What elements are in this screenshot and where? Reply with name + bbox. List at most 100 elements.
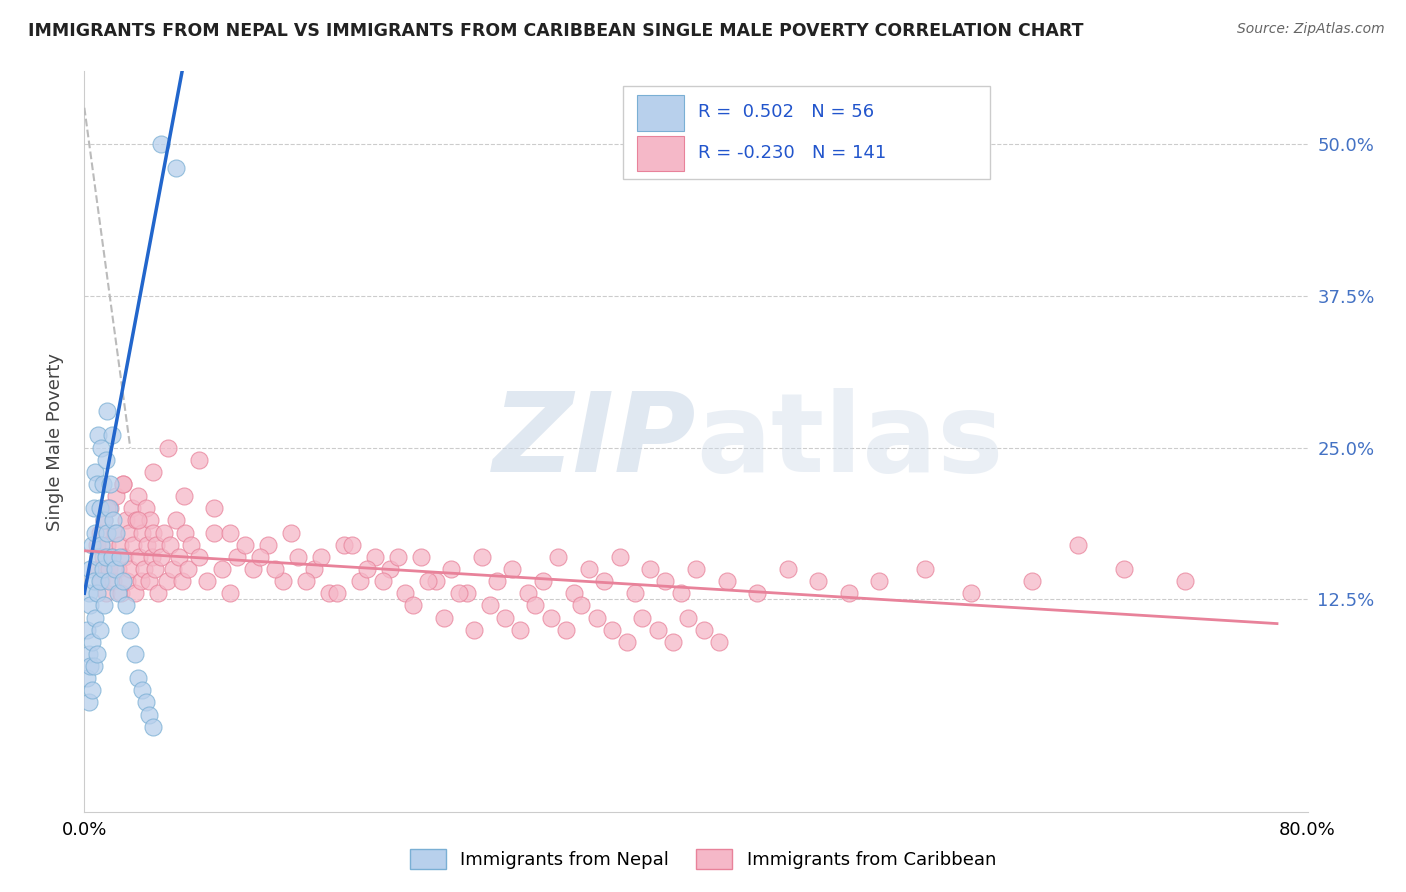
Point [89,623,111,637]
Point [177,562,200,576]
Point [249,549,271,564]
Point [143,562,166,576]
Point [616,635,638,649]
Point [494,610,516,624]
Point [93,513,115,527]
Point [124,647,146,661]
Point [165,161,187,176]
Point [103,513,125,527]
Point [371,574,394,588]
Point [146,586,169,600]
Point [157,441,180,455]
Point [540,610,562,624]
Point [593,574,616,588]
Point [97,562,120,576]
Point [84,465,107,479]
Point [669,586,692,600]
Point [80,635,103,649]
Point [127,489,149,503]
Text: R =  0.502   N = 56: R = 0.502 N = 56 [699,103,875,121]
Point [87,549,110,564]
Point [478,599,501,613]
Point [105,525,128,540]
Point [156,574,179,588]
Point [271,574,294,588]
Point [149,549,172,564]
Point [77,586,100,600]
Point [142,465,165,479]
Point [914,562,936,576]
Point [105,489,128,503]
Point [97,501,120,516]
Point [90,538,112,552]
Point [380,562,402,576]
Point [111,477,134,491]
Point [211,562,233,576]
Point [547,549,569,564]
Text: atlas: atlas [696,388,1004,495]
Point [333,538,356,552]
Point [104,525,127,540]
Point [349,574,371,588]
Point [638,562,661,576]
Point [94,452,117,467]
Point [94,586,117,600]
Point [172,574,194,588]
Point [318,586,340,600]
Point [90,441,112,455]
Point [174,525,197,540]
Point [86,647,108,661]
Point [807,574,830,588]
Point [776,562,799,576]
Point [456,586,478,600]
Point [141,549,163,564]
Point [77,647,100,661]
Point [111,477,134,491]
FancyBboxPatch shape [623,87,990,178]
Point [1067,538,1090,552]
Point [463,623,485,637]
Point [1021,574,1043,588]
Point [101,428,124,442]
Point [96,404,118,418]
Point [153,525,176,540]
Point [118,525,141,540]
Point [218,586,240,600]
Point [264,562,287,576]
Point [110,586,132,600]
Point [173,489,195,503]
Text: ZIP: ZIP [492,388,696,495]
Point [128,549,150,564]
Point [402,599,425,613]
Point [135,696,157,710]
Point [132,562,155,576]
Point [122,538,145,552]
Text: R = -0.230   N = 141: R = -0.230 N = 141 [699,144,887,161]
Point [76,671,98,685]
Point [120,562,142,576]
Point [91,477,114,491]
Point [692,623,714,637]
Point [167,549,190,564]
Point [188,452,211,467]
Point [747,586,769,600]
Point [509,623,531,637]
Point [202,525,225,540]
Point [838,586,860,600]
Point [447,586,470,600]
Point [516,586,538,600]
Point [869,574,891,588]
Point [101,549,124,564]
Text: Source: ZipAtlas.com: Source: ZipAtlas.com [1237,22,1385,37]
Point [1174,574,1197,588]
Point [440,562,463,576]
Bar [637,136,683,171]
Point [142,525,165,540]
Point [79,659,101,673]
Bar [637,95,683,130]
Point [502,562,524,576]
Point [138,574,160,588]
Point [79,599,101,613]
Point [83,501,105,516]
Point [96,501,118,516]
